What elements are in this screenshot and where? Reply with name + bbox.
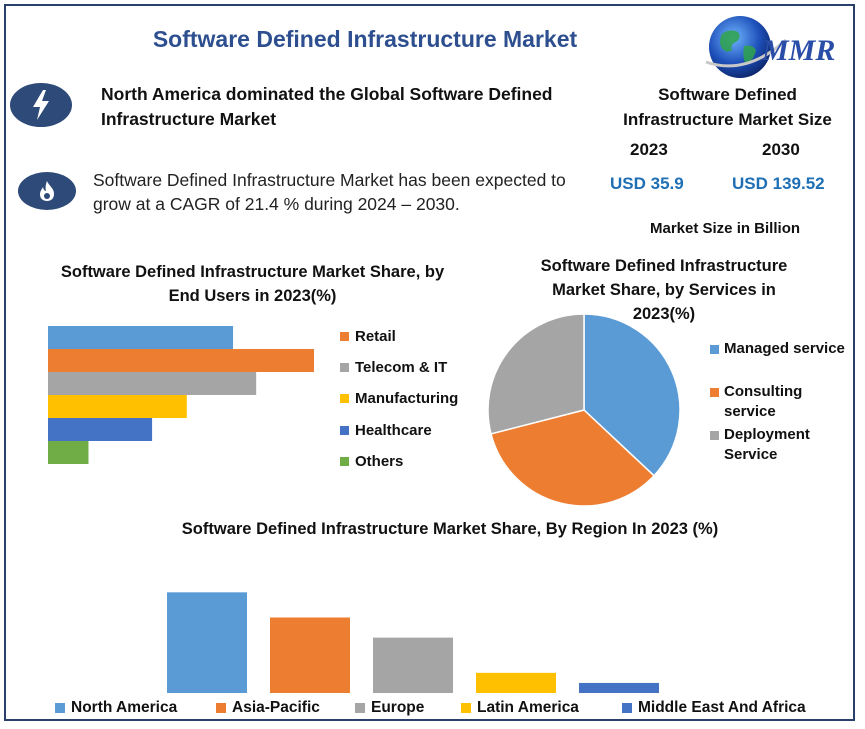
slice-deployment-service <box>487 313 585 435</box>
end-users-bar-chart <box>48 326 314 464</box>
legend-item-consulting-service: Consulting service <box>710 382 855 422</box>
market-size-unit: Market Size in Billion <box>649 220 801 237</box>
legend-swatch <box>340 363 349 372</box>
legend-label: Consulting service <box>724 383 803 420</box>
market-size-title: Software Defined Infrastructure Market S… <box>623 85 832 129</box>
legend-swatch <box>710 431 719 440</box>
legend-label: Deployment Service <box>724 426 810 463</box>
legend-item-latin-america: Latin America <box>461 699 579 717</box>
bar-telecom-it <box>48 372 257 395</box>
mmr-logo: MMR <box>700 10 850 80</box>
value-2030: USD 139.52 <box>732 174 825 193</box>
legend-swatch <box>355 703 365 713</box>
legend-swatch <box>340 394 349 403</box>
globe-icon <box>705 16 788 78</box>
bar-north-america <box>167 592 247 693</box>
legend-item-deployment-service: Deployment Service <box>710 425 855 465</box>
lightning-icon <box>10 83 72 127</box>
legend-item-europe: Europe <box>355 699 424 717</box>
legend-item-middle-east-and-africa: Middle East And Africa <box>622 699 806 717</box>
legend-label: Healthcare <box>355 422 432 439</box>
legend-item-healthcare: Healthcare <box>340 422 432 439</box>
legend-item-telecom-it: Telecom & IT <box>340 359 447 376</box>
legend-swatch <box>710 388 719 397</box>
legend-label: Others <box>355 453 404 470</box>
bar-manufacturing <box>48 395 187 418</box>
value-2023: USD 35.9 <box>610 174 684 193</box>
legend-label: Latin America <box>477 699 579 716</box>
legend-label: Asia-Pacific <box>232 699 320 716</box>
legend-swatch <box>340 332 349 341</box>
legend-label: Managed service <box>724 340 845 357</box>
year-2030: 2030 <box>762 140 800 159</box>
headline-text: North America dominated the Global Softw… <box>101 84 553 129</box>
end-users-chart-title: Software Defined Infrastructure Market S… <box>60 263 445 305</box>
bar-retail <box>48 349 314 372</box>
legend-swatch <box>710 345 719 354</box>
bar-europe <box>373 637 453 693</box>
legend-swatch <box>55 703 65 713</box>
legend-swatch <box>340 457 349 466</box>
services-pie-chart <box>487 313 681 507</box>
legend-label: Europe <box>371 699 425 716</box>
region-bar-chart <box>167 592 659 693</box>
slice-managed-service <box>583 313 681 477</box>
region-chart-title: Software Defined Infrastructure Market S… <box>181 520 719 538</box>
legend-item-asia-pacific: Asia-Pacific <box>216 699 320 717</box>
legend-item-manufacturing: Manufacturing <box>340 390 458 407</box>
services-chart-title: Software Defined Infrastructure Market S… <box>540 257 788 323</box>
legend-item-managed-service: Managed service <box>710 339 855 359</box>
bar-latin-america <box>476 672 556 693</box>
bar-healthcare <box>48 418 153 441</box>
legend-item-others: Others <box>340 453 403 470</box>
legend-item-retail: Retail <box>340 328 396 345</box>
legend-item-north-america: North America <box>55 699 177 717</box>
logo-text: MMR <box>762 34 836 67</box>
legend-label: Retail <box>355 328 396 345</box>
year-2023: 2023 <box>630 140 668 159</box>
legend-label: Middle East And Africa <box>638 699 806 716</box>
legend-label: Telecom & IT <box>355 359 448 376</box>
description-text: Software Defined Infrastructure Market h… <box>93 170 566 214</box>
slice-consulting-service <box>490 409 656 507</box>
legend-swatch <box>461 703 471 713</box>
legend-swatch <box>622 703 632 713</box>
legend-label: North America <box>71 699 178 716</box>
flame-icon <box>18 172 76 210</box>
bar-others <box>48 441 89 464</box>
bar-middle-east-and-africa <box>579 682 659 693</box>
bar-asia-pacific <box>270 617 350 693</box>
bar-unlabeled-0 <box>48 326 234 349</box>
page-title: Software Defined Infrastructure Market <box>152 26 578 52</box>
legend-label: Manufacturing <box>355 390 459 407</box>
infographic-frame <box>4 4 855 721</box>
legend-swatch <box>216 703 226 713</box>
legend-swatch <box>340 426 349 435</box>
